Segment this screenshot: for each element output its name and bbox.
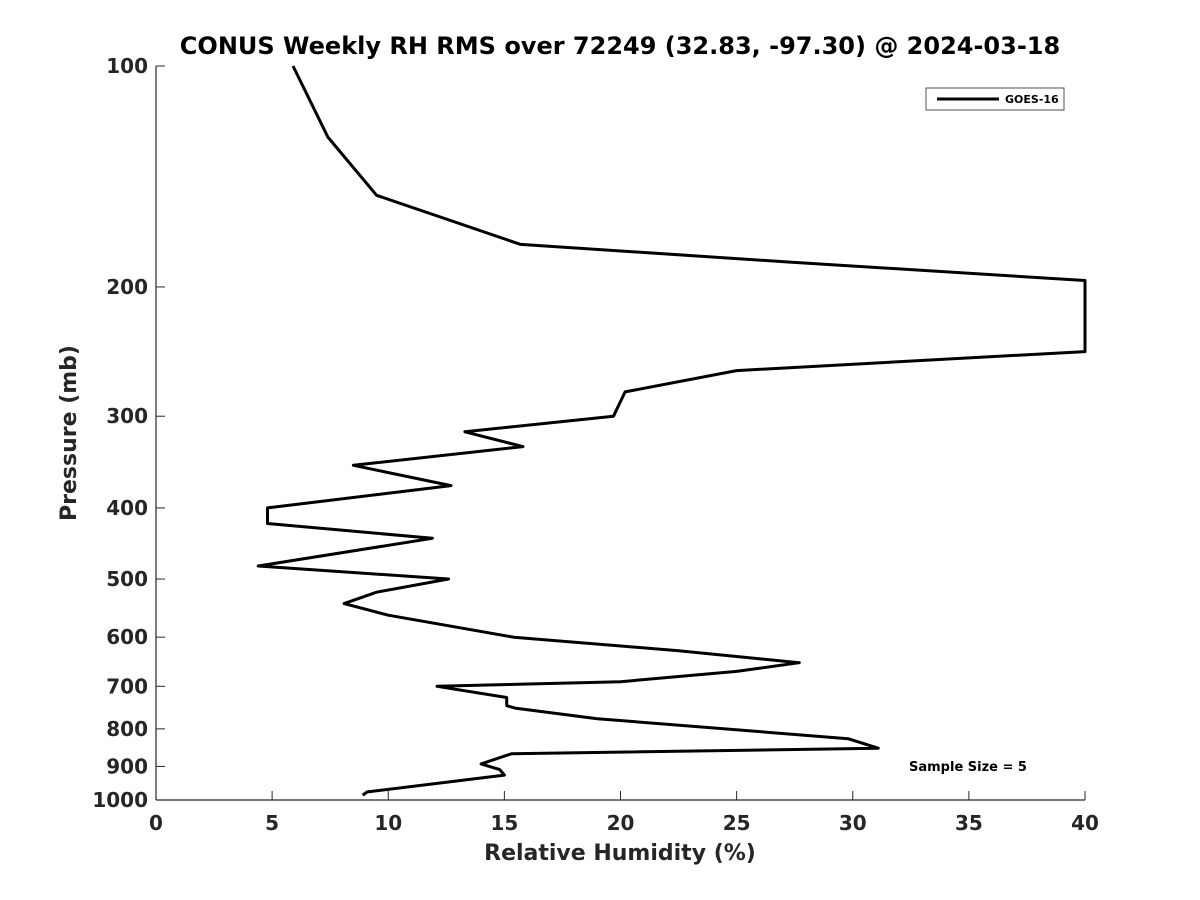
y-ticks: 100 200 300 400 500 600 700 800 900 1000 [92, 54, 165, 812]
chart-title: CONUS Weekly RH RMS over 72249 (32.83, -… [180, 32, 1060, 60]
legend: GOES-16 [925, 87, 1065, 111]
x-tick-label: 5 [265, 811, 279, 835]
y-tick-label: 700 [106, 674, 148, 698]
x-axis-label: Relative Humidity (%) [484, 841, 756, 866]
legend-label-goes-16: GOES-16 [1005, 93, 1059, 106]
x-ticks: 0 5 10 15 20 25 30 35 40 [149, 791, 1099, 835]
x-tick-label: 25 [723, 811, 751, 835]
y-tick-label: 600 [106, 625, 148, 649]
y-tick-label: 400 [106, 496, 148, 520]
x-tick-label: 15 [490, 811, 518, 835]
y-tick-label: 1000 [92, 788, 148, 812]
y-tick-label: 500 [106, 567, 148, 591]
y-tick-label: 800 [106, 717, 148, 741]
x-tick-label: 30 [839, 811, 867, 835]
series-line-goes-16 [256, 65, 1087, 797]
y-tick-label: 300 [106, 404, 148, 428]
x-tick-label: 35 [955, 811, 983, 835]
y-axis-label: Pressure (mb) [57, 345, 82, 521]
x-tick-label: 10 [374, 811, 402, 835]
y-tick-label: 100 [106, 54, 148, 78]
x-tick-label: 40 [1071, 811, 1099, 835]
y-tick-label: 900 [106, 754, 148, 778]
x-tick-label: 20 [607, 811, 635, 835]
series-group [256, 65, 1087, 797]
x-tick-label: 0 [149, 811, 163, 835]
y-tick-label: 200 [106, 275, 148, 299]
sample-size-annotation: Sample Size = 5 [909, 760, 1027, 775]
